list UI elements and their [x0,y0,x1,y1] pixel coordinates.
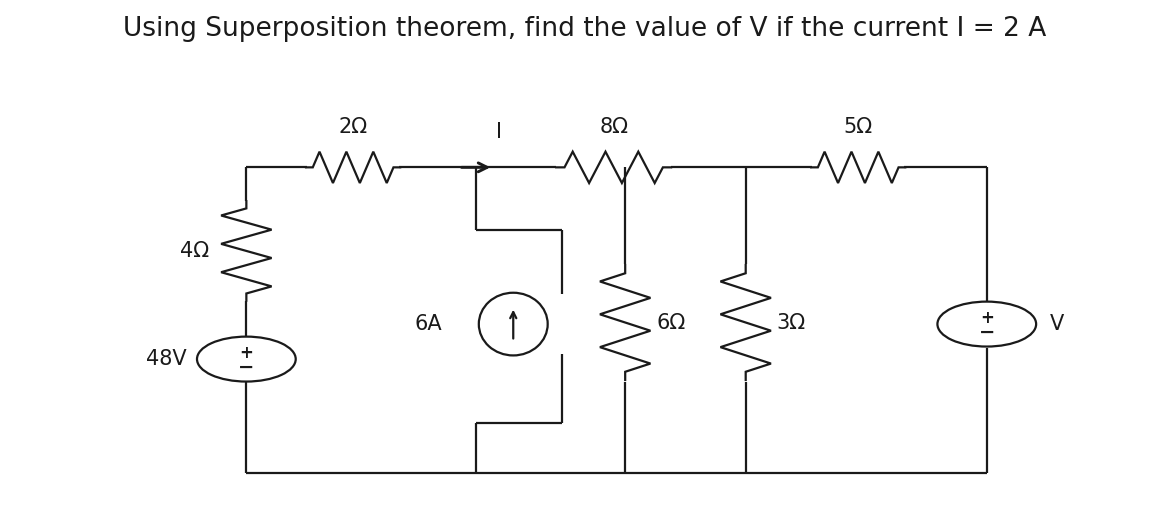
Text: +: + [979,309,993,327]
Circle shape [937,301,1037,346]
Text: V: V [1049,314,1065,334]
Circle shape [197,337,296,382]
Text: 8Ω: 8Ω [599,117,628,137]
Text: 6A: 6A [414,314,442,334]
Text: 48V: 48V [146,349,187,369]
Text: +: + [240,344,253,362]
Text: 4Ω: 4Ω [180,241,209,261]
Text: I: I [496,122,502,142]
Text: −: − [978,323,994,342]
Text: 6Ω: 6Ω [656,313,686,333]
Ellipse shape [479,293,548,355]
Text: Using Superposition theorem, find the value of V if the current I = 2 A: Using Superposition theorem, find the va… [123,16,1047,42]
Text: −: − [239,357,255,376]
Text: 3Ω: 3Ω [777,313,806,333]
Text: 5Ω: 5Ω [844,117,873,137]
Text: 2Ω: 2Ω [338,117,367,137]
